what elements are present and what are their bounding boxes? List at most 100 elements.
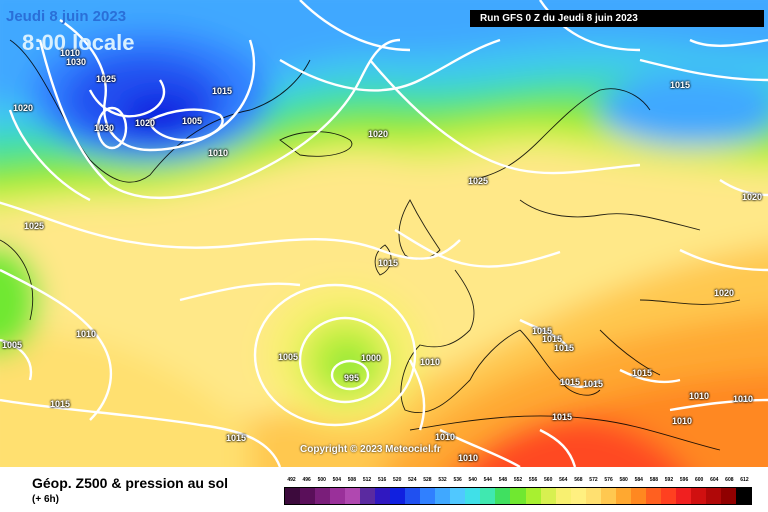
scale-swatch bbox=[720, 488, 736, 504]
pressure-label: 1020 bbox=[13, 103, 34, 113]
scale-swatch bbox=[570, 488, 586, 504]
pressure-label: 1000 bbox=[361, 353, 382, 363]
pressure-label: 1015 bbox=[670, 80, 691, 90]
pressure-label: 1020 bbox=[135, 118, 156, 128]
scale-swatch bbox=[675, 488, 691, 504]
weather-map: Jeudi 8 juin 2023 8:00 locale Run GFS 0 … bbox=[0, 0, 768, 467]
pressure-label: 1010 bbox=[76, 329, 97, 339]
scale-swatch bbox=[465, 488, 481, 504]
pressure-label: 1015 bbox=[378, 258, 399, 268]
copyright: Copyright © 2023 Meteociel.fr bbox=[300, 444, 441, 455]
legend-footer: Géop. Z500 & pression au sol (+ 6h) 492 4… bbox=[0, 467, 768, 512]
pressure-label: 1025 bbox=[96, 74, 117, 84]
pressure-label: 1015 bbox=[583, 379, 604, 389]
scale-swatch bbox=[435, 488, 451, 504]
pressure-label: 1010 bbox=[420, 357, 441, 367]
pressure-label: 1010 bbox=[689, 391, 710, 401]
scale-label: 516 bbox=[377, 477, 387, 483]
map-graphic bbox=[0, 0, 768, 467]
scale-swatch bbox=[690, 488, 706, 504]
pressure-label: 1010 bbox=[208, 148, 229, 158]
pressure-label: 1015 bbox=[212, 86, 233, 96]
scale-swatch bbox=[510, 488, 526, 504]
scale-swatch bbox=[405, 488, 421, 504]
scale-swatch bbox=[660, 488, 676, 504]
scale-label: 492 bbox=[287, 477, 296, 483]
scale-label: 612 bbox=[740, 477, 749, 483]
scale-swatch bbox=[375, 488, 391, 504]
pressure-label: 1020 bbox=[714, 288, 735, 298]
geopotential-shading bbox=[0, 0, 768, 467]
pressure-label: 995 bbox=[344, 373, 360, 383]
scale-label: 596 bbox=[679, 477, 689, 483]
scale-swatch bbox=[600, 488, 616, 504]
scale-swatch bbox=[735, 488, 751, 504]
scale-swatch bbox=[630, 488, 646, 504]
scale-label: 572 bbox=[589, 477, 598, 483]
scale-swatch bbox=[615, 488, 631, 504]
pressure-label: 1015 bbox=[226, 433, 247, 443]
pressure-label: 1015 bbox=[554, 343, 575, 353]
scale-label: 592 bbox=[664, 477, 674, 483]
scale-label: 496 bbox=[302, 477, 311, 483]
pressure-label: 1030 bbox=[66, 57, 87, 67]
scale-label: 600 bbox=[694, 477, 704, 483]
scale-swatch bbox=[330, 488, 346, 504]
scale-label: 532 bbox=[438, 477, 447, 483]
scale-label: 604 bbox=[710, 477, 719, 483]
scale-swatch bbox=[345, 488, 361, 504]
scale-swatch bbox=[645, 488, 661, 504]
scale-label: 568 bbox=[574, 477, 583, 483]
pressure-label: 1015 bbox=[632, 368, 653, 378]
pressure-label: 1005 bbox=[182, 116, 203, 126]
pressure-label: 1010 bbox=[458, 453, 479, 463]
pressure-label: 1015 bbox=[532, 326, 553, 336]
scale-swatch bbox=[480, 488, 496, 504]
color-scale: 492 496 500 504 508 512 516 520 524 528 532 536 540 5… bbox=[284, 477, 752, 505]
scale-swatch bbox=[555, 488, 571, 504]
map-date: Jeudi 8 juin 2023 bbox=[6, 8, 127, 25]
coastlines bbox=[0, 39, 741, 451]
scale-label: 540 bbox=[468, 477, 477, 483]
scale-swatch bbox=[285, 488, 301, 504]
pressure-label: 1005 bbox=[2, 340, 23, 350]
scale-label: 536 bbox=[453, 477, 462, 483]
scale-swatch bbox=[540, 488, 556, 504]
scale-label: 524 bbox=[408, 477, 417, 483]
scale-label: 584 bbox=[634, 477, 643, 483]
scale-label: 500 bbox=[317, 477, 326, 483]
scale-labels: 492 496 500 504 508 512 516 520 524 528 532 536 540 5… bbox=[284, 477, 752, 487]
scale-label: 588 bbox=[649, 477, 659, 483]
scale-swatch bbox=[450, 488, 466, 504]
scale-label: 580 bbox=[619, 477, 628, 483]
scale-swatch bbox=[495, 488, 511, 504]
scale-label: 548 bbox=[498, 477, 508, 483]
pressure-label: 1025 bbox=[24, 221, 45, 231]
scale-swatch bbox=[315, 488, 331, 504]
scale-label: 564 bbox=[559, 477, 568, 483]
map-local-time: 8:00 locale bbox=[22, 30, 135, 55]
pressure-label: 1010 bbox=[60, 48, 81, 58]
scale-label: 504 bbox=[332, 477, 341, 483]
pressure-label: 1025 bbox=[468, 176, 489, 186]
pressure-label: 1010 bbox=[435, 432, 456, 442]
scale-swatch bbox=[705, 488, 721, 504]
scale-label: 552 bbox=[513, 477, 523, 483]
run-banner: Run GFS 0 Z du Jeudi 8 juin 2023 bbox=[470, 10, 764, 27]
pressure-label: 1015 bbox=[50, 399, 71, 409]
pressure-label: 1020 bbox=[742, 192, 763, 202]
scale-label: 560 bbox=[544, 477, 553, 483]
scale-label: 608 bbox=[725, 477, 734, 483]
scale-label: 528 bbox=[423, 477, 432, 483]
pressure-label: 1015 bbox=[560, 377, 581, 387]
scale-swatch bbox=[390, 488, 406, 504]
forecast-offset: (+ 6h) bbox=[32, 494, 59, 505]
pressure-label: 1005 bbox=[278, 352, 299, 362]
scale-swatch bbox=[420, 488, 436, 504]
scale-label: 520 bbox=[393, 477, 402, 483]
scale-label: 508 bbox=[347, 477, 357, 483]
scale-label: 512 bbox=[362, 477, 372, 483]
scale-label: 576 bbox=[604, 477, 613, 483]
scale-bar bbox=[284, 487, 752, 505]
pressure-label: 1010 bbox=[733, 394, 754, 404]
